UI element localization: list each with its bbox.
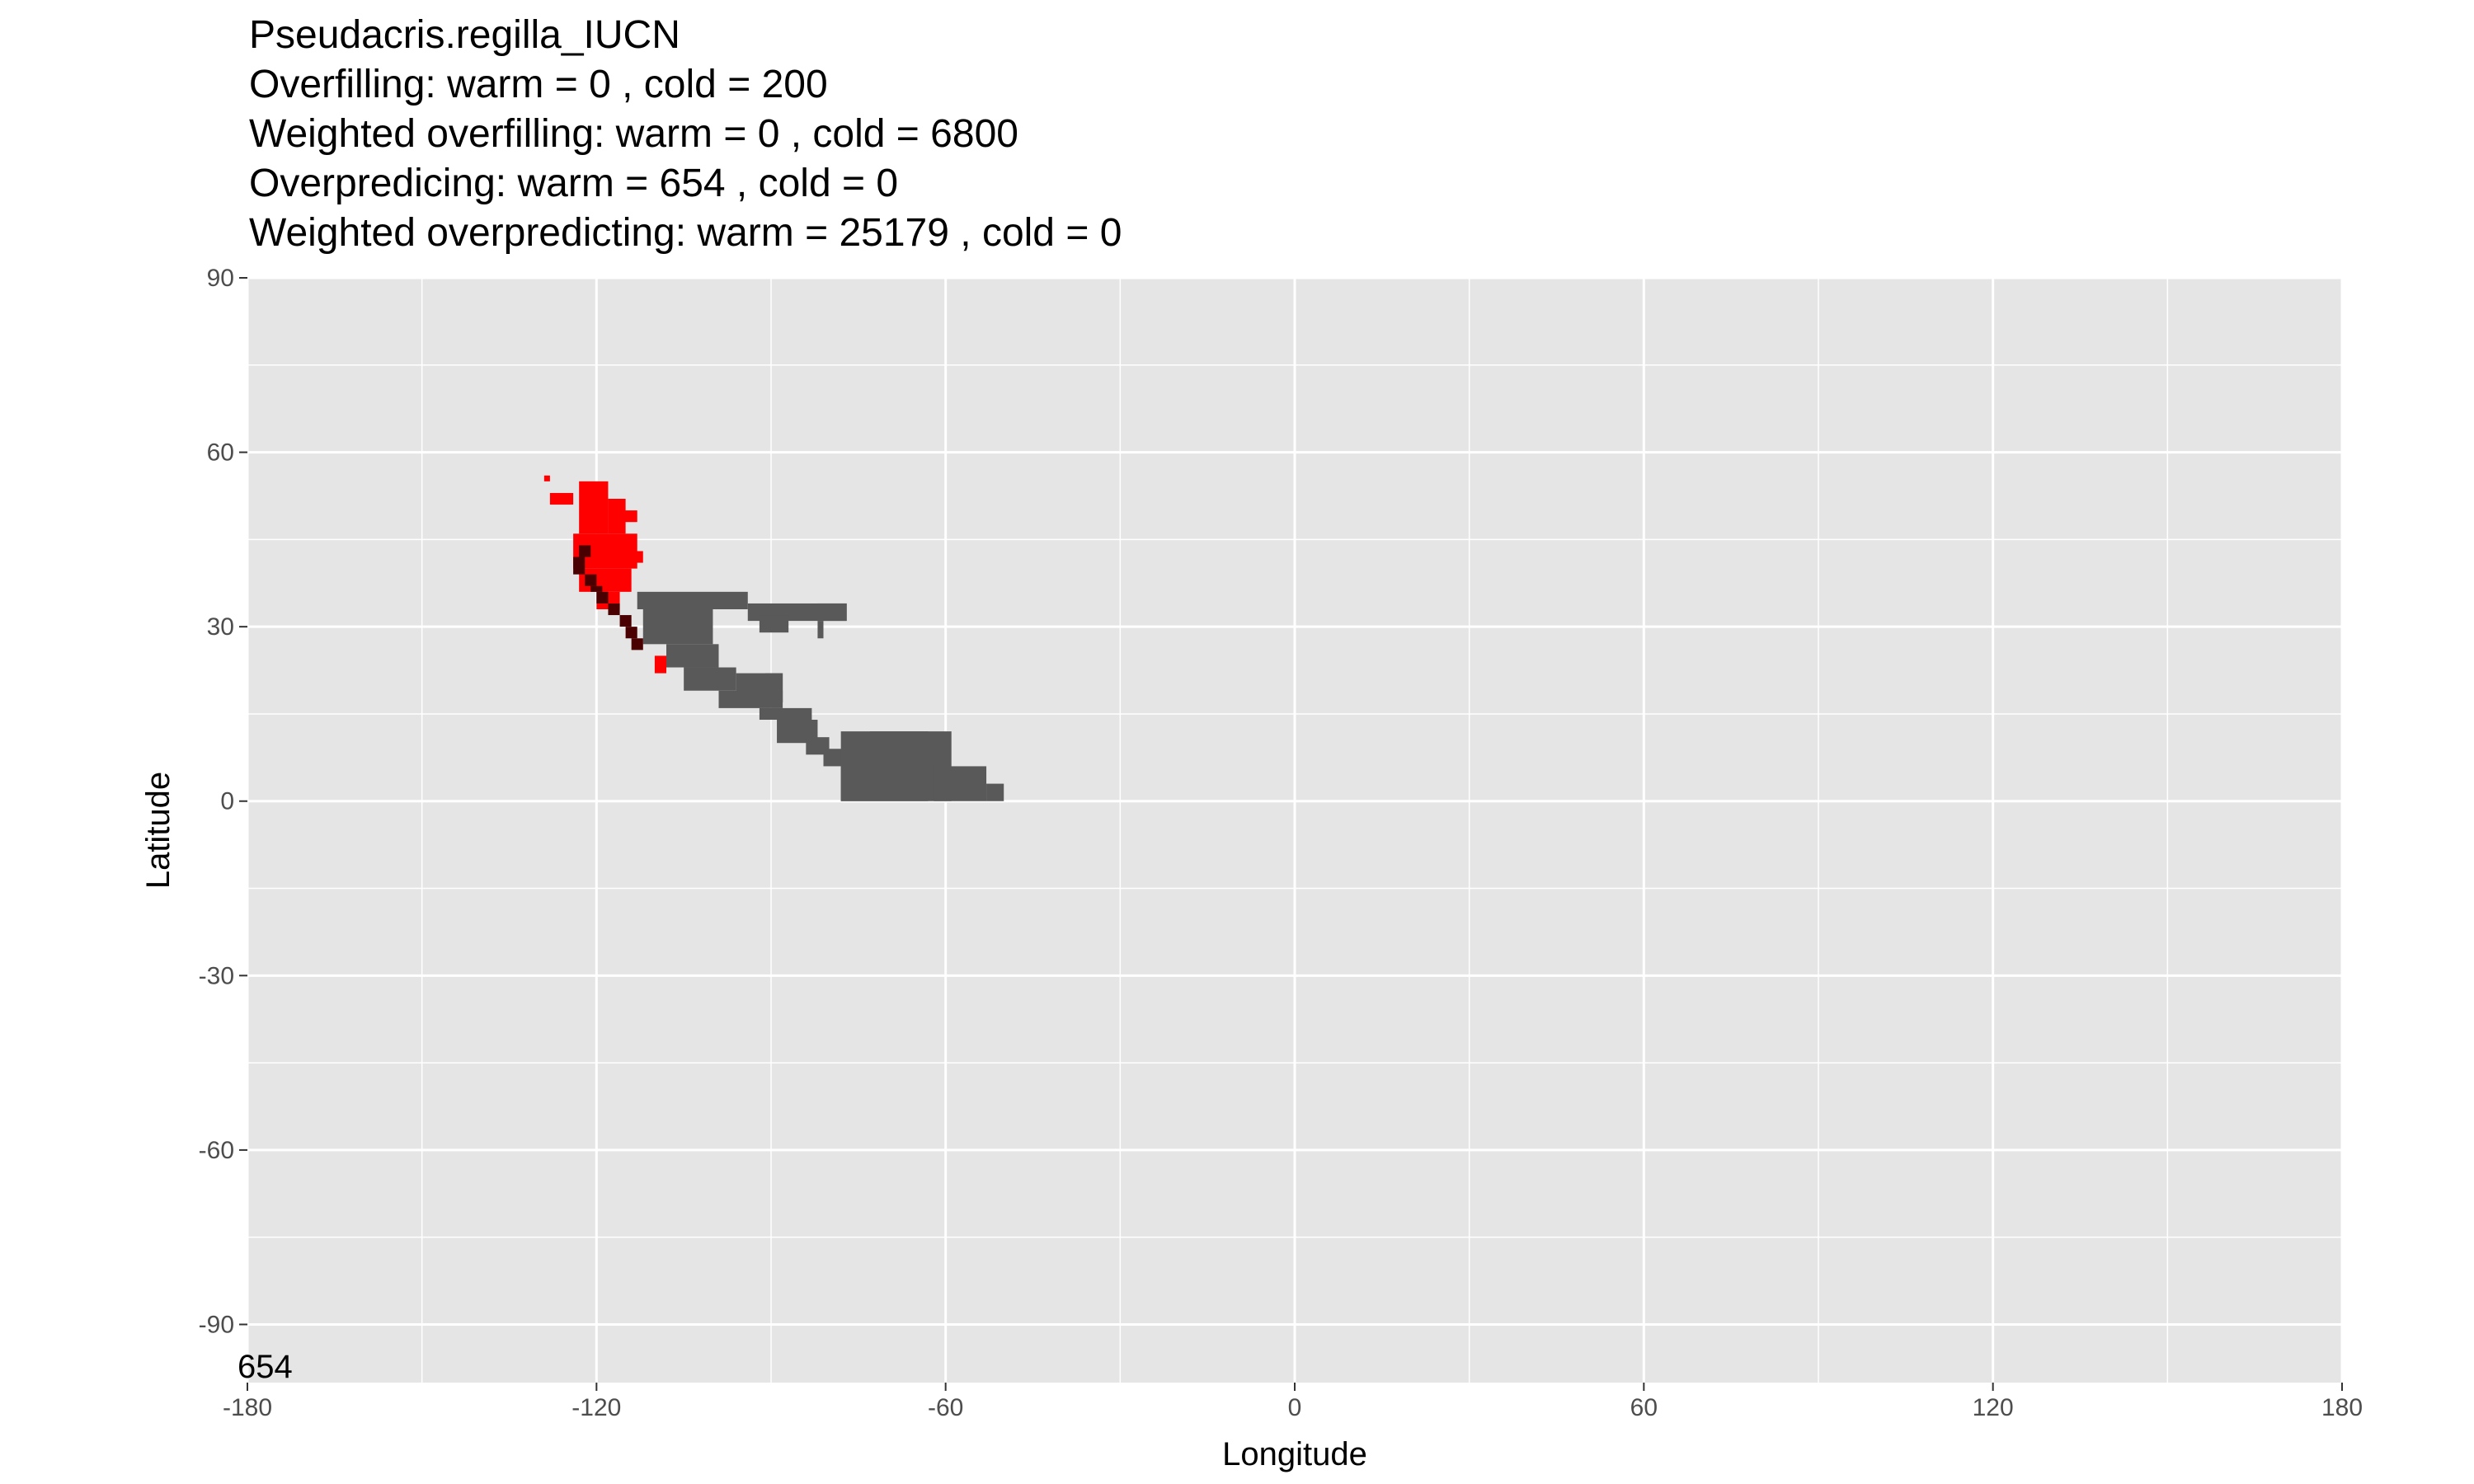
y-tick-label: 60 (207, 439, 234, 467)
red-range-cell (579, 481, 609, 534)
red-range-cell (608, 499, 626, 534)
x-tick-label: 60 (1630, 1394, 1658, 1421)
dark-range-cell (573, 556, 586, 575)
red-range-cell (543, 475, 550, 481)
y-tick-label: -30 (199, 962, 234, 989)
dark-range-cell (631, 638, 643, 650)
gray-range-cell (986, 783, 1004, 801)
gray-range-cell (637, 591, 748, 609)
chart-title: Pseudacris.regilla_IUCN Overfilling: warm… (249, 13, 1122, 255)
x-tick-label: 120 (1973, 1394, 2014, 1421)
x-tick-label: -120 (571, 1394, 621, 1421)
y-axis-title: Latitude (140, 772, 176, 889)
x-tick-label: 0 (1288, 1394, 1302, 1421)
x-tick-label: -180 (223, 1394, 272, 1421)
y-tick-label: 30 (207, 613, 234, 641)
gray-range-cell (684, 667, 736, 691)
title-line-1: Pseudacris.regilla_IUCN (249, 13, 680, 57)
x-axis-title: Longitude (1222, 1436, 1367, 1472)
dark-range-cell (579, 545, 591, 557)
y-tick-label: -60 (199, 1137, 234, 1164)
gray-range-cell (759, 615, 789, 633)
grid-lines (246, 276, 2344, 1383)
y-tick-label: 90 (207, 265, 234, 292)
gray-range-cell (934, 766, 987, 801)
range-cells (543, 475, 1004, 801)
red-range-cell (654, 655, 666, 674)
title-line-2: Overfilling: warm = 0 , cold = 200 (249, 63, 828, 106)
gray-range-cell (642, 609, 713, 645)
axes: -180 -120 -60 0 60 120 180 90 60 30 0 -30 -60 -90 (199, 265, 2363, 1421)
y-tick-label: 0 (220, 788, 234, 815)
dark-range-cell (596, 591, 609, 603)
dark-range-cell (590, 585, 603, 592)
red-range-cell (619, 510, 637, 523)
red-range-cell (631, 551, 643, 563)
gray-range-cell (823, 749, 847, 767)
dark-range-cell (608, 603, 620, 616)
gray-range-cell (666, 644, 719, 668)
corner-annotation: 654 (238, 1349, 293, 1385)
x-tick-label: 180 (2321, 1394, 2363, 1421)
dark-range-cell (625, 627, 637, 639)
dark-range-cell (585, 574, 597, 586)
gray-range-cell (817, 621, 824, 639)
gray-range-cell (718, 690, 783, 708)
title-line-4: Overpredicing: warm = 654 , cold = 0 (249, 162, 898, 205)
y-tick-label: -90 (199, 1311, 234, 1338)
dark-range-cell (619, 615, 632, 627)
title-line-3: Weighted overfilling: warm = 0 , cold = … (249, 112, 1018, 156)
gray-range-cell (759, 707, 812, 720)
red-range-cell (549, 492, 574, 505)
x-tick-label: -60 (928, 1394, 963, 1421)
gray-range-cell (817, 603, 847, 622)
title-line-5: Weighted overpredicting: warm = 25179 , … (249, 211, 1122, 255)
